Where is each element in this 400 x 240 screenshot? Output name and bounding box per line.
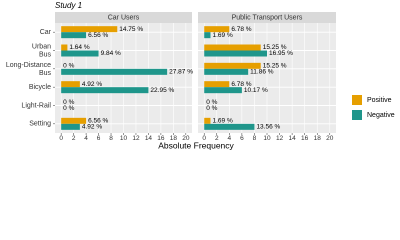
x-tick-label: 10 xyxy=(263,135,271,142)
chart-title: Study 1 xyxy=(55,1,82,10)
value-label: 15.25 % xyxy=(263,44,287,51)
x-tick-label: 18 xyxy=(170,135,178,142)
bar xyxy=(204,50,267,57)
value-label: 11.86 % xyxy=(250,69,274,76)
x-tick-label: 18 xyxy=(314,135,322,142)
legend-swatch xyxy=(352,95,362,105)
y-tick-label: Car xyxy=(40,29,52,36)
x-tick-label: 6 xyxy=(240,135,244,142)
bar xyxy=(204,123,255,130)
bar xyxy=(204,117,211,124)
x-tick-label: 10 xyxy=(120,135,128,142)
x-tick-label: 12 xyxy=(276,135,284,142)
bar xyxy=(61,44,68,51)
value-label: 9.84 % xyxy=(101,50,121,57)
value-label: 4.92 % xyxy=(82,81,102,88)
x-tick-label: 2 xyxy=(215,135,219,142)
value-label: 10.17 % xyxy=(244,87,268,94)
x-tick-label: 0 xyxy=(202,135,206,142)
x-tick-label: 4 xyxy=(84,135,88,142)
strip xyxy=(198,12,336,23)
x-tick-label: 16 xyxy=(301,135,309,142)
value-label: 0 % xyxy=(63,99,74,106)
bar xyxy=(61,123,80,130)
bar xyxy=(204,81,230,88)
x-tick-label: 14 xyxy=(145,135,153,142)
facet-title: Public Transport Users xyxy=(232,14,303,21)
bar xyxy=(61,117,87,124)
value-label: 6.78 % xyxy=(231,81,251,88)
bar xyxy=(204,68,249,75)
bar xyxy=(61,87,149,94)
value-label: 0 % xyxy=(206,99,217,106)
value-label: 16.95 % xyxy=(269,50,293,57)
y-tick-label: Long-Distance Bus xyxy=(6,62,52,77)
value-label: 4.92 % xyxy=(82,124,102,131)
value-label: 1.64 % xyxy=(69,44,89,51)
x-tick-label: 8 xyxy=(253,135,257,142)
value-label: 14.75 % xyxy=(119,26,143,33)
bar xyxy=(61,68,168,75)
bar xyxy=(204,44,261,51)
x-tick-label: 14 xyxy=(288,135,296,142)
value-label: 1.69 % xyxy=(212,32,232,39)
legend-swatch xyxy=(352,110,362,120)
x-tick-label: 20 xyxy=(326,135,334,142)
x-tick-label: 0 xyxy=(59,135,63,142)
bar xyxy=(204,32,211,39)
x-tick-label: 2 xyxy=(72,135,76,142)
value-label: 0 % xyxy=(206,105,217,112)
value-label: 0 % xyxy=(63,105,74,112)
bar xyxy=(204,87,242,94)
x-tick-label: 4 xyxy=(228,135,232,142)
x-tick-label: 16 xyxy=(157,135,165,142)
value-label: 13.56 % xyxy=(256,124,280,131)
bar xyxy=(61,32,87,39)
y-tick-label: Urban Bus xyxy=(32,43,52,58)
x-tick-label: 6 xyxy=(97,135,101,142)
legend-label: Positive xyxy=(367,97,392,104)
bar xyxy=(204,62,261,69)
value-label: 22.95 % xyxy=(150,87,174,94)
bar xyxy=(61,81,80,88)
bar xyxy=(204,26,230,33)
y-tick-label: Setting xyxy=(29,121,51,128)
value-label: 27.87 % xyxy=(169,69,193,76)
strip xyxy=(55,12,192,23)
x-tick-label: 20 xyxy=(182,135,190,142)
y-tick-label: Bicycle xyxy=(29,84,51,91)
value-label: 1.69 % xyxy=(212,118,232,125)
value-label: 6.78 % xyxy=(231,26,251,33)
bar xyxy=(61,26,118,33)
legend-label: Negative xyxy=(367,112,395,119)
x-axis-label: Absolute Frequency xyxy=(158,140,234,150)
value-label: 6.56 % xyxy=(88,32,108,39)
bar xyxy=(61,50,99,57)
y-tick-label: Light-Rail xyxy=(21,102,51,109)
facet-title: Car Users xyxy=(108,14,140,21)
x-tick-label: 8 xyxy=(109,135,113,142)
value-label: 6.56 % xyxy=(88,118,108,125)
value-label: 15.25 % xyxy=(263,63,287,70)
chart: Study 1 Absolute Frequency Car Users 0 2 4 6… xyxy=(6,1,395,150)
x-tick-label: 12 xyxy=(132,135,140,142)
value-label: 0 % xyxy=(63,63,74,70)
